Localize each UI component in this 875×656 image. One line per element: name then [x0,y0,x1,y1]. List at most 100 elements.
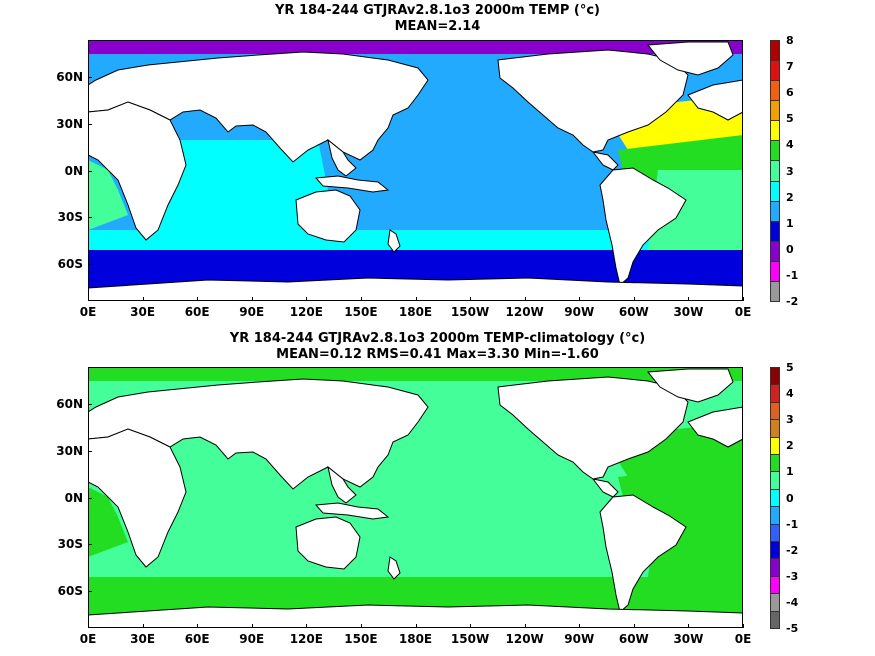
y-axis-label: 0N [64,491,83,505]
x-tick [415,297,417,301]
colorbar-segment [770,260,780,282]
y-axis-label: 60N [56,70,83,84]
x-tick [688,624,690,628]
x-axis-label: 120W [505,632,544,646]
land-eurasia [88,378,429,490]
colorbar-segment [770,506,780,525]
land-nz [387,556,401,580]
x-axis-label: 90E [239,632,265,646]
colorbar-label: -3 [786,569,799,583]
colorbar-label: 7 [786,60,794,74]
land-indonesia [314,175,390,193]
x-tick [360,624,362,628]
x-tick [88,297,89,301]
x-tick [142,297,144,301]
colorbar-label: 2 [786,190,794,204]
x-tick [306,297,308,301]
x-tick [415,624,417,628]
y-tick [88,264,92,265]
colorbar-label: 5 [786,361,794,374]
x-tick [470,297,472,301]
x-tick [360,297,362,301]
y-tick [88,217,92,218]
land-europe_tip [687,406,743,448]
x-tick [743,297,744,301]
x-axis-label: 120E [289,305,323,319]
colorbar-label: 3 [786,164,794,178]
colorbar-segment [770,401,780,421]
panel2-stats: MEAN=0.12 RMS=0.41 Max=3.30 Min=-1.60 [276,347,599,362]
colorbar-label: 2 [786,439,794,453]
x-tick [306,624,308,628]
x-tick [633,624,635,628]
x-tick [197,624,199,628]
arctic-ocean [88,40,743,54]
y-tick [88,171,92,172]
colorbar-segment [770,220,780,242]
colorbar-label: 3 [786,413,794,427]
panel1-colorbar [770,40,780,302]
x-axis-label: 150E [344,305,378,319]
y-axis-label: 60N [56,397,83,411]
colorbar-segment [770,120,780,142]
x-tick [142,624,144,628]
colorbar-segment [770,40,780,62]
colorbar-segment [770,240,780,262]
x-axis-label: 60W [618,632,649,646]
land-greenland [647,41,734,76]
x-axis-label: 90E [239,305,265,319]
x-axis-label: 120W [505,305,544,319]
land-indonesia [314,502,390,520]
y-tick [88,124,92,125]
land-southamerica [599,167,687,286]
colorbar-segment [770,419,780,438]
land-antarctica [88,277,743,301]
colorbar-segment [770,541,780,560]
x-axis-label: 0E [734,632,752,646]
x-tick [88,624,89,628]
x-tick [688,297,690,301]
x-axis-label: 30W [673,305,704,319]
land-eurasia [88,51,429,163]
colorbar-segment [770,200,780,222]
atlantic-east-edge [88,487,128,557]
land-nz [387,229,401,253]
colorbar-label: -1 [786,268,799,282]
colorbar-segment [770,160,780,182]
colorbar-segment [770,523,780,542]
y-tick [88,77,92,78]
land-australia [295,189,361,243]
colorbar-label: 8 [786,34,794,47]
land-southamerica [599,494,687,613]
panel2-map-canvas [88,367,743,628]
y-axis-label: 0N [64,164,83,178]
panel1-map-canvas [88,40,743,301]
colorbar-label: 1 [786,216,794,230]
x-axis-label: 0E [79,632,97,646]
x-axis-label: 150W [450,305,490,319]
x-axis-label: 60E [184,632,210,646]
y-tick [88,404,92,405]
x-axis-label: 90W [564,305,595,319]
colorbar-label: 1 [786,465,794,479]
land-seasia [327,138,357,177]
colorbar-segment [770,280,780,302]
x-axis-label: 60W [618,305,649,319]
colorbar-segment [770,575,780,595]
land-antarctica [88,604,743,628]
land-greenland [647,368,734,403]
colorbar-segment [770,454,780,473]
colorbar-label: 6 [786,86,794,100]
x-axis-label: 30E [130,305,156,319]
colorbar-label: -2 [786,295,799,308]
x-axis-label: 180E [398,632,433,646]
land-africa [88,428,187,568]
colorbar-segment [770,593,780,612]
x-axis-label: 180E [398,305,433,319]
y-axis-label: 30N [56,117,83,131]
colorbar-segment [770,60,780,82]
land-centralamerica [591,151,619,171]
y-tick [88,591,92,592]
colorbar-label: 4 [786,387,794,401]
y-axis-label: 60S [57,257,83,271]
